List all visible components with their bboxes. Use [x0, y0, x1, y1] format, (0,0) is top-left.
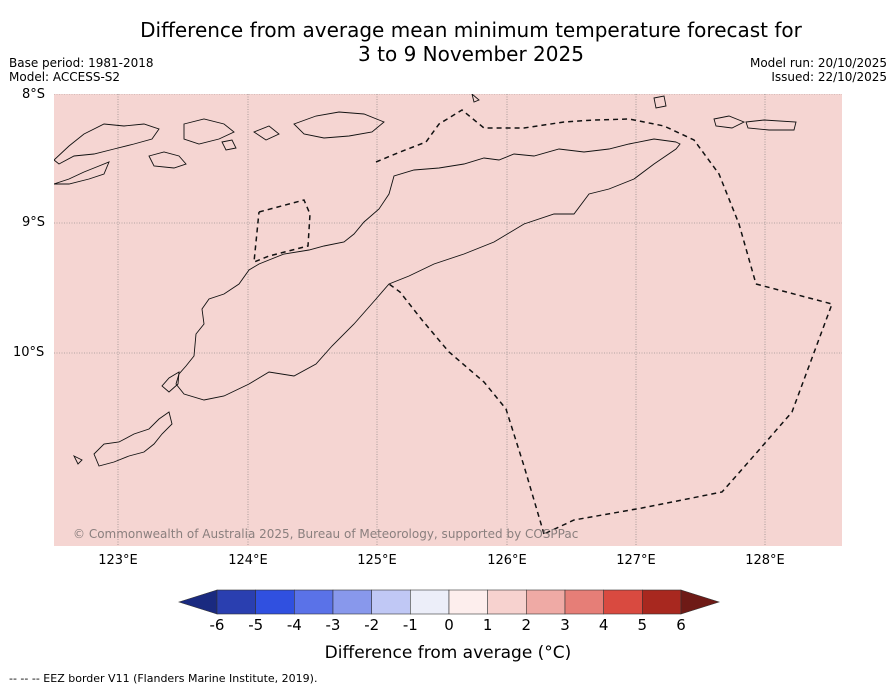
title-line-2: 3 to 9 November 2025 [358, 42, 584, 66]
lon-label-125e: 125°E [357, 553, 397, 568]
colorbar-tick: -2 [364, 616, 380, 634]
coastlines [54, 94, 797, 467]
lat-label-10s: 10°S [13, 345, 45, 360]
colorbar-label: Difference from average (°C) [324, 643, 572, 663]
colorbar-segment [448, 589, 489, 615]
island-n6-coast [745, 119, 797, 131]
colorbar-segment [603, 589, 643, 615]
gridlines [54, 94, 842, 546]
eez-border [253, 109, 833, 535]
eez-border-east [543, 283, 833, 535]
alor-island-coast [54, 123, 160, 165]
issued-date: Issued: 22/10/2025 [771, 70, 887, 84]
map-area [54, 94, 842, 546]
colorbar-tick: -3 [325, 616, 341, 634]
lon-label-123e: 123°E [98, 553, 138, 568]
chart-title: Difference from average mean minimum tem… [0, 18, 896, 66]
island-n3-coast [293, 111, 385, 139]
colorbar-tick: 2 [521, 616, 532, 634]
colorbar-segment [371, 589, 411, 615]
lat-label-8s: 8°S [22, 87, 46, 102]
colorbar-tick: 4 [598, 616, 609, 634]
colorbar-extend-low [178, 589, 218, 615]
colorbar-tick: -6 [209, 616, 225, 634]
island-n8-coast [471, 94, 480, 103]
lon-label-128e: 128°E [745, 553, 785, 568]
title-line-1: Difference from average mean minimum tem… [140, 18, 802, 42]
colorbar-segment [216, 589, 257, 615]
colorbar-segment [293, 589, 334, 615]
colorbar-tick: 1 [482, 616, 493, 634]
eez-border-north [375, 109, 757, 285]
colorbar-segment [255, 589, 295, 615]
colorbar-tick: 3 [560, 616, 570, 634]
colorbar-segment [409, 589, 450, 615]
colorbar-extend-high [680, 589, 720, 615]
base-period: Base period: 1981-2018 [9, 56, 154, 70]
island-n9-coast [221, 139, 237, 151]
flores-east-coast [54, 161, 110, 185]
colorbar-tick: -5 [248, 616, 264, 634]
ndana-island-coast [72, 454, 83, 465]
map-svg [54, 94, 842, 546]
model-name: Model: ACCESS-S2 [9, 70, 121, 84]
lon-label-124e: 124°E [228, 553, 268, 568]
colorbar-segment [525, 589, 566, 615]
island-n5-coast [713, 115, 746, 129]
colorbar-tick: 0 [444, 616, 454, 634]
island-n7-coast [653, 95, 667, 109]
colorbar-segment [641, 589, 682, 615]
colorbar-tick: 5 [637, 616, 648, 634]
timor-island-coast [175, 138, 681, 401]
lon-label-126e: 126°E [487, 553, 527, 568]
colorbar-tick: 6 [676, 616, 686, 634]
meta-left: Base period: 1981-2018 Model: ACCESS-S2 [9, 56, 154, 84]
meta-right: Model run: 20/10/2025 Issued: 22/10/2025 [750, 56, 887, 84]
colorbar-segment [487, 589, 527, 615]
rote-island-coast [93, 411, 173, 467]
semau-island-coast [161, 371, 180, 393]
colorbar-segment [332, 589, 373, 615]
colorbar-tick: -1 [402, 616, 418, 634]
island-n2-coast [148, 151, 187, 169]
eez-legend-note: -- -- -- EEZ border V11 (Flanders Marine… [9, 672, 318, 685]
island-n1-coast [183, 118, 235, 145]
eez-border-west [253, 199, 311, 264]
island-n4-coast [253, 125, 280, 141]
copyright-notice: © Commonwealth of Australia 2025, Bureau… [73, 527, 579, 541]
colorbar-tick: -4 [286, 616, 302, 634]
model-run: Model run: 20/10/2025 [749, 56, 887, 70]
eez-border-south [388, 283, 545, 535]
colorbar-segment [564, 589, 605, 615]
lat-label-9s: 9°S [22, 215, 46, 230]
lon-label-127e: 127°E [616, 553, 656, 568]
